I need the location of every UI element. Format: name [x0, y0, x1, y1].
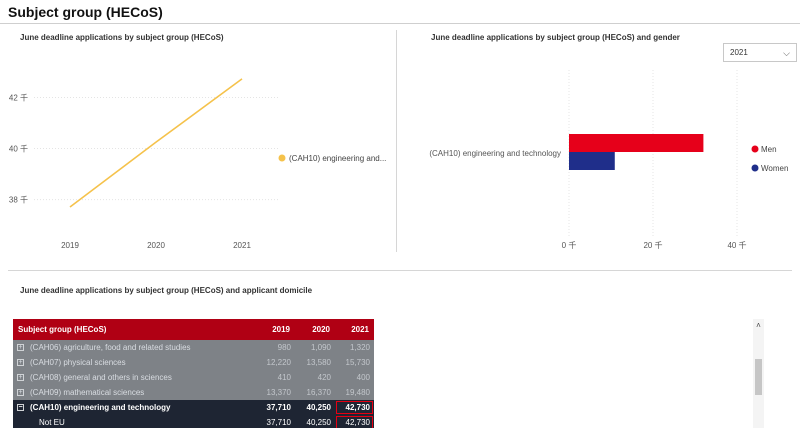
- header-subject-group[interactable]: Subject group (HECoS): [13, 319, 256, 340]
- chevron-down-icon: ⌵: [783, 47, 790, 58]
- cell-2020: 40,250: [295, 400, 335, 415]
- x-tick-40k: 40 千: [727, 240, 746, 250]
- legend-label-women: Women: [761, 164, 788, 173]
- table-row[interactable]: + (CAH06) agriculture, food and related s…: [13, 340, 374, 355]
- x-tick-20k: 20 千: [643, 240, 662, 250]
- row-label: Not EU: [13, 415, 256, 428]
- y-tick-42k: 42 千: [9, 93, 28, 103]
- row-label: (CAH06) agriculture, food and related st…: [30, 343, 191, 352]
- expand-icon[interactable]: +: [17, 344, 24, 352]
- panel-divider-horizontal: [8, 270, 792, 271]
- table-scrollbar[interactable]: ˄: [753, 319, 764, 428]
- bar-women: [569, 152, 615, 170]
- collapse-icon[interactable]: −: [17, 404, 24, 412]
- x-tick-2019: 2019: [61, 241, 79, 250]
- cell-2019: 37,710: [256, 415, 295, 428]
- cell-2019: 12,220: [256, 355, 295, 370]
- year-dropdown-value: 2021: [730, 48, 748, 57]
- cell-2021: 1,320: [335, 340, 374, 355]
- scroll-thumb[interactable]: [755, 359, 762, 395]
- header-2019[interactable]: 2019: [256, 319, 295, 340]
- y-tick-40k: 40 千: [9, 144, 28, 154]
- cell-2021: 400: [335, 370, 374, 385]
- x-tick-2021: 2021: [233, 241, 251, 250]
- cell-2020: 420: [295, 370, 335, 385]
- cell-2020: 1,090: [295, 340, 335, 355]
- cell-2021-highlighted: 42,730: [335, 415, 374, 428]
- title-divider: [0, 23, 800, 24]
- table-row-selected[interactable]: − (CAH10) engineering and technology 37,7…: [13, 400, 374, 415]
- y-tick-38k: 38 千: [9, 195, 28, 205]
- line-chart-title: June deadline applications by subject gr…: [20, 33, 224, 42]
- row-label: (CAH08) general and others in sciences: [30, 373, 172, 382]
- x-tick-2020: 2020: [147, 241, 165, 250]
- year-dropdown[interactable]: 2021 ⌵: [723, 43, 797, 62]
- panel-divider-vertical: [396, 30, 397, 252]
- bar-chart-title: June deadline applications by subject gr…: [431, 33, 680, 42]
- page-title: Subject group (HECoS): [8, 4, 163, 20]
- cell-2021: 19,480: [335, 385, 374, 400]
- cell-2020: 16,370: [295, 385, 335, 400]
- row-label: (CAH07) physical sciences: [30, 358, 126, 367]
- table-header-row: Subject group (HECoS) 2019 2020 2021: [13, 319, 374, 340]
- scroll-up-arrow-icon[interactable]: ˄: [756, 321, 761, 330]
- expand-icon[interactable]: +: [17, 374, 24, 382]
- cell-2019: 410: [256, 370, 295, 385]
- cell-2020: 40,250: [295, 415, 335, 428]
- legend-marker-women: [751, 164, 759, 172]
- cell-2019: 13,370: [256, 385, 295, 400]
- cell-2021-highlighted: 42,730: [335, 400, 374, 415]
- table-title: June deadline applications by subject gr…: [20, 286, 313, 295]
- bar-men: [569, 134, 704, 152]
- cell-2020: 13,580: [295, 355, 335, 370]
- table-row-child[interactable]: Not EU 37,710 40,250 42,730: [13, 415, 374, 428]
- legend-label-cah10: (CAH10) engineering and...: [289, 154, 386, 163]
- header-2020[interactable]: 2020: [295, 319, 335, 340]
- table-row[interactable]: + (CAH07) physical sciences 12,220 13,580…: [13, 355, 374, 370]
- legend-marker-men: [751, 145, 759, 153]
- legend-label-men: Men: [761, 145, 777, 154]
- cell-2021: 15,730: [335, 355, 374, 370]
- table-row[interactable]: + (CAH08) general and others in sciences …: [13, 370, 374, 385]
- domicile-table: Subject group (HECoS) 2019 2020 2021 + (C…: [13, 319, 374, 428]
- expand-icon[interactable]: +: [17, 389, 24, 397]
- table-row[interactable]: + (CAH09) mathematical sciences 13,370 16…: [13, 385, 374, 400]
- row-label: (CAH10) engineering and technology: [30, 403, 171, 412]
- category-label-cah10: (CAH10) engineering and technology: [429, 149, 561, 158]
- cell-2019: 980: [256, 340, 295, 355]
- row-label: (CAH09) mathematical sciences: [30, 388, 145, 397]
- line-chart[interactable]: 38 千 40 千 42 千 2019 2020 2021 (CAH10) en…: [0, 30, 396, 260]
- expand-icon[interactable]: +: [17, 359, 24, 367]
- x-tick-0: 0 千: [562, 240, 577, 250]
- header-2021[interactable]: 2021: [335, 319, 374, 340]
- legend-marker-cah10: [278, 154, 286, 162]
- bar-chart[interactable]: (CAH10) engineering and technology 0 千 2…: [400, 30, 800, 260]
- series-line-cah10: [69, 78, 243, 208]
- cell-2019: 37,710: [256, 400, 295, 415]
